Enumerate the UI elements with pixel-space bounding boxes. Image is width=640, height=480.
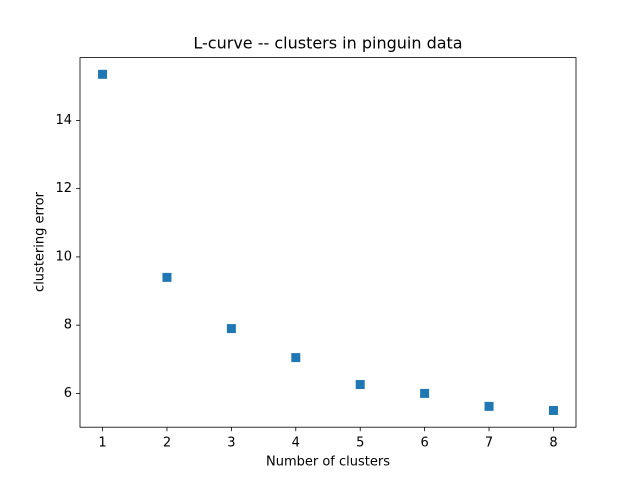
data-point — [420, 388, 430, 398]
chart-title: L-curve -- clusters in pinguin data — [193, 34, 462, 53]
x-tick-label: 3 — [227, 436, 235, 451]
data-point — [484, 401, 494, 411]
y-tick-label: 12 — [55, 181, 72, 196]
data-point — [162, 272, 172, 282]
y-tick-label: 8 — [64, 318, 72, 333]
plot-frame — [79, 57, 577, 428]
y-tick-label: 6 — [64, 386, 72, 401]
x-tick-label: 6 — [420, 436, 428, 451]
x-tick-label: 1 — [98, 436, 106, 451]
x-axis-label: Number of clusters — [266, 455, 390, 470]
y-axis-label: clustering error — [33, 191, 48, 292]
data-point — [291, 353, 301, 363]
data-point — [548, 405, 558, 415]
y-tick-label: 10 — [55, 249, 72, 264]
y-tick-label: 14 — [55, 113, 72, 128]
data-point — [98, 69, 108, 79]
x-tick-label: 4 — [292, 436, 300, 451]
x-tick-label: 5 — [356, 436, 364, 451]
x-tick-label: 7 — [485, 436, 493, 451]
data-point — [355, 380, 365, 390]
x-tick-label: 2 — [163, 436, 171, 451]
x-tick-label: 8 — [549, 436, 557, 451]
data-point — [226, 324, 236, 334]
